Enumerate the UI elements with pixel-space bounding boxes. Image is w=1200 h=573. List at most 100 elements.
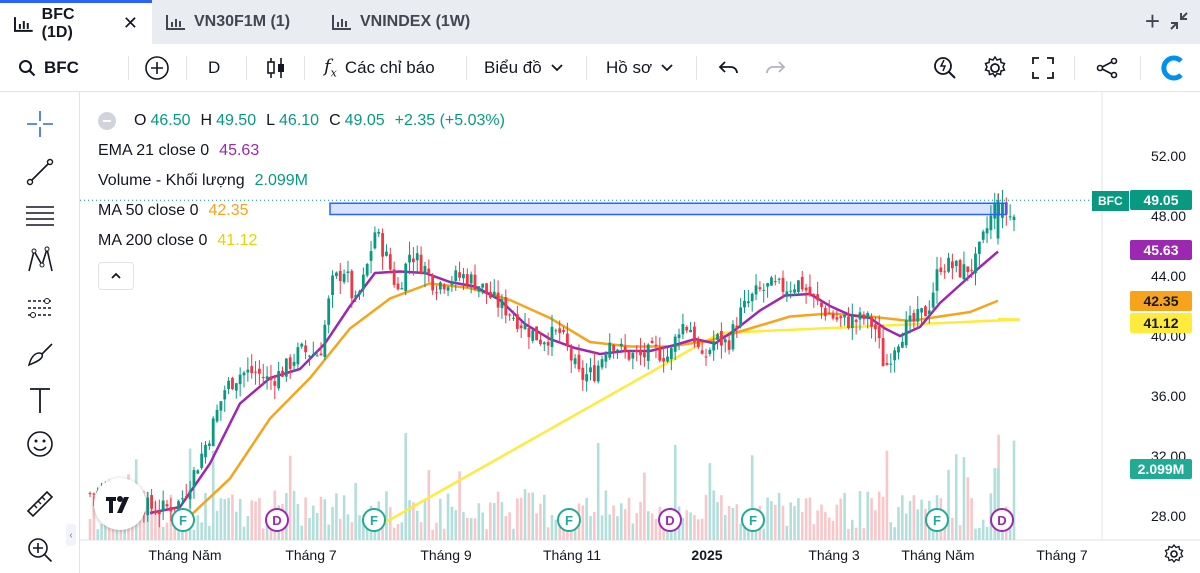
candle-body xyxy=(762,289,766,291)
indicators-label: Các chỉ báo xyxy=(344,58,435,77)
event-marker-f[interactable]: F xyxy=(925,508,949,532)
candle-body xyxy=(669,348,673,360)
candle-body xyxy=(912,312,916,322)
share-icon xyxy=(1096,57,1118,79)
tab-bfc[interactable]: BFC (1D) ✕ xyxy=(0,0,152,44)
candle-body xyxy=(469,274,473,284)
fib-tool[interactable] xyxy=(22,198,58,234)
volume-bar xyxy=(242,526,246,540)
undo-button[interactable] xyxy=(718,44,740,92)
candle-body xyxy=(504,297,508,316)
candle-body xyxy=(977,241,981,254)
profile-dropdown[interactable]: Hồ sơ xyxy=(606,44,674,92)
volume-bar xyxy=(269,525,273,540)
candle-body xyxy=(246,369,250,373)
chart-area[interactable]: O 46.50 H 49.50 L 46.10 C 49.05 +2.35 (+5.03… xyxy=(80,92,1200,573)
trend-line-tool[interactable] xyxy=(22,154,58,190)
ma50-legend[interactable]: MA 50 close 0 42.35 xyxy=(98,196,505,226)
gear-icon[interactable] xyxy=(1164,544,1184,564)
close-icon[interactable]: ✕ xyxy=(122,13,138,33)
ema21-line xyxy=(149,250,999,515)
candle-body xyxy=(435,292,438,294)
brush-tool[interactable] xyxy=(22,336,58,372)
event-marker-d[interactable]: D xyxy=(990,508,1014,532)
measure-tool[interactable] xyxy=(22,486,58,522)
event-marker-d[interactable]: D xyxy=(658,508,682,532)
candle-body xyxy=(92,493,96,495)
volume-label: Volume - Khối lượng xyxy=(98,172,245,189)
ema-legend[interactable]: EMA 21 close 0 45.63 xyxy=(98,136,505,166)
candle-body xyxy=(793,289,796,293)
candle-body xyxy=(958,260,962,278)
crosshair-tool[interactable] xyxy=(22,106,58,142)
chart-style-button[interactable] xyxy=(266,44,286,92)
fullscreen-button[interactable] xyxy=(1032,44,1054,92)
collapse-icon[interactable] xyxy=(1170,12,1188,30)
volume-bar xyxy=(893,527,896,540)
volume-bar xyxy=(192,529,196,540)
time-tick: Tháng 9 xyxy=(420,547,472,563)
volume-bar xyxy=(539,503,542,540)
symbol-search[interactable]: BFC xyxy=(18,44,79,92)
event-marker-f[interactable]: F xyxy=(171,508,195,532)
volume-bar xyxy=(354,483,357,540)
volume-bar xyxy=(423,499,427,540)
volume-bar xyxy=(100,524,103,540)
settings-button[interactable] xyxy=(982,44,1008,92)
emoji-tool[interactable] xyxy=(22,426,58,462)
volume-bar xyxy=(716,502,719,540)
volume-bar xyxy=(727,506,731,540)
candle-body xyxy=(693,326,696,343)
pattern-tool[interactable] xyxy=(22,242,58,278)
tab-vnindex[interactable]: VNINDEX (1W) xyxy=(318,0,484,44)
forecast-tool[interactable] xyxy=(22,290,58,326)
tradingview-logo[interactable] xyxy=(94,478,146,530)
volume-bar xyxy=(947,469,950,540)
volume-bar xyxy=(296,504,300,540)
tab-label: VNINDEX (1W) xyxy=(360,13,471,30)
event-marker-f[interactable]: F xyxy=(741,508,765,532)
candle-body xyxy=(311,353,315,356)
event-marker-f[interactable]: F xyxy=(362,508,386,532)
candle-body xyxy=(273,381,277,386)
chart-type-dropdown[interactable]: Biểu đồ xyxy=(484,44,564,92)
close-value: 49.05 xyxy=(344,112,385,129)
compare-button[interactable] xyxy=(144,44,170,92)
collapse-sidebar-button[interactable]: ‹ xyxy=(66,524,76,546)
volume-bar xyxy=(881,496,885,540)
volume-bar xyxy=(469,517,473,540)
legend-collapse-button[interactable] xyxy=(98,262,134,290)
tab-vn30f1m[interactable]: VN30F1M (1) xyxy=(152,0,304,44)
volume-bar xyxy=(843,492,846,540)
candle-body xyxy=(635,350,639,353)
indicators-button[interactable]: fx Các chỉ báo xyxy=(324,44,435,92)
text-tool[interactable] xyxy=(22,382,58,418)
quick-search-button[interactable] xyxy=(932,44,958,92)
brand-logo[interactable] xyxy=(1160,44,1186,92)
candle-body xyxy=(646,344,650,361)
candle-body xyxy=(577,354,581,370)
add-tab-icon[interactable]: + xyxy=(1144,6,1160,36)
ma200-legend[interactable]: MA 200 close 0 41.12 xyxy=(98,226,505,256)
volume-bar xyxy=(627,497,631,540)
volume-legend[interactable]: Volume - Khối lượng 2.099M xyxy=(98,166,505,196)
volume-bar xyxy=(477,503,481,540)
candle-body xyxy=(766,283,769,287)
candle-body xyxy=(342,273,346,283)
candle-body xyxy=(847,316,850,328)
legend-toggle-icon[interactable] xyxy=(98,112,116,130)
event-marker-f[interactable]: F xyxy=(557,508,581,532)
share-button[interactable] xyxy=(1096,44,1118,92)
volume-badge: 2.099M xyxy=(1130,459,1192,479)
candle-body xyxy=(254,371,257,373)
redo-button[interactable] xyxy=(764,44,786,92)
candle-body xyxy=(485,283,488,294)
interval-button[interactable]: D xyxy=(208,44,220,92)
volume-bar xyxy=(739,523,742,540)
volume-bar xyxy=(620,503,623,540)
volume-bar xyxy=(558,519,561,540)
event-marker-d[interactable]: D xyxy=(265,508,289,532)
candle-body xyxy=(924,306,927,317)
zoom-tool[interactable] xyxy=(22,532,58,568)
candle-body xyxy=(154,510,157,514)
